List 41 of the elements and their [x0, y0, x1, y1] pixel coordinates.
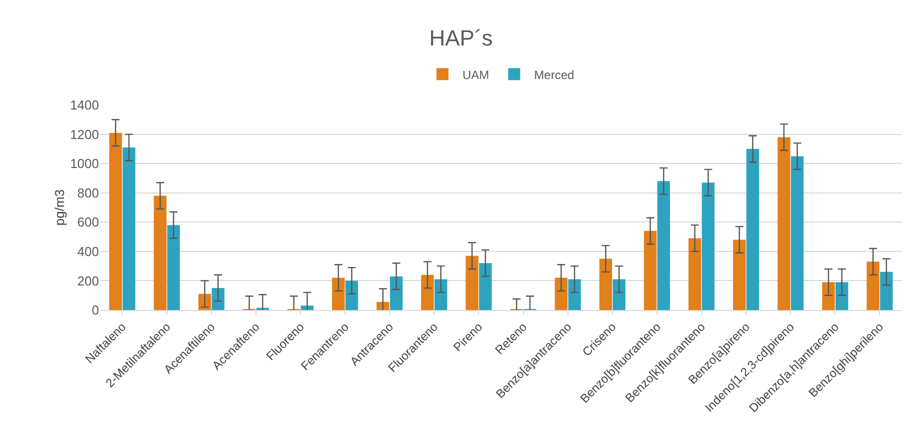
bar [688, 238, 702, 310]
y-tick-label: 600 [77, 214, 99, 230]
bar [568, 279, 581, 310]
bar [376, 302, 390, 310]
y-tick-label: 1200 [70, 126, 99, 142]
bar [434, 279, 448, 310]
bar [657, 181, 670, 310]
y-axis-title: pg/m3 [52, 189, 67, 226]
bar [154, 196, 166, 310]
y-tick-label: 200 [77, 273, 99, 288]
bar [702, 182, 715, 310]
bar [746, 148, 760, 310]
bar [421, 274, 434, 310]
bar [554, 278, 568, 310]
legend-label: Merced [534, 68, 574, 82]
bar [479, 263, 492, 310]
y-tick-label: 0 [92, 302, 99, 318]
y-tick-label: 1400 [70, 98, 99, 113]
bar [466, 256, 478, 310]
y-tick-label: 1000 [70, 156, 99, 172]
bar [733, 240, 746, 310]
bar [790, 156, 804, 310]
bar [167, 225, 180, 310]
bar [109, 132, 122, 310]
bar [866, 262, 880, 310]
bar [644, 230, 657, 310]
y-tick-label: 400 [77, 244, 99, 259]
bar [122, 147, 136, 310]
bar [332, 278, 345, 310]
bar [822, 282, 835, 310]
bar [612, 279, 626, 310]
bar [778, 137, 790, 310]
bar [390, 276, 403, 310]
y-tick-label: 800 [77, 185, 99, 200]
legend-label: UAM [462, 68, 490, 82]
bar [599, 258, 612, 310]
chart-title: HAP´s [429, 26, 493, 50]
bar [345, 280, 358, 310]
bar [836, 282, 848, 310]
bar [212, 288, 224, 310]
bar [880, 272, 893, 310]
